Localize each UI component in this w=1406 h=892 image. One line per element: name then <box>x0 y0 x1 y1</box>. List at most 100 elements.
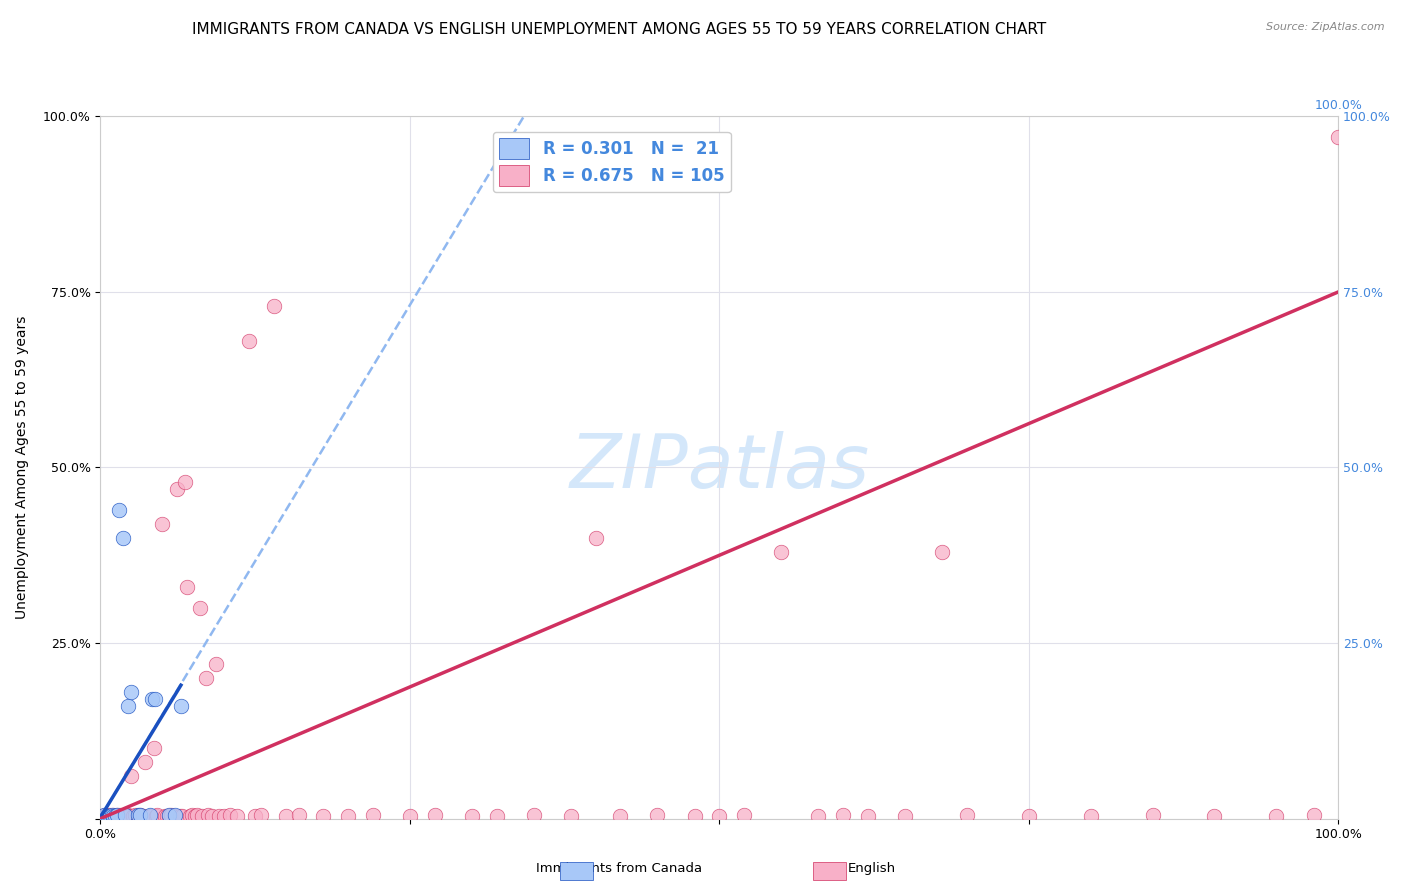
Point <box>709 809 731 823</box>
Point <box>104 809 127 823</box>
Point <box>111 809 134 823</box>
Point <box>931 545 953 559</box>
Point <box>1204 809 1226 823</box>
Text: Source: ZipAtlas.com: Source: ZipAtlas.com <box>1267 22 1385 32</box>
Point <box>219 808 242 822</box>
Point <box>176 580 198 594</box>
Point <box>157 808 180 822</box>
Point <box>103 809 125 823</box>
Point <box>181 808 204 822</box>
Point <box>101 809 124 823</box>
Point <box>141 692 163 706</box>
Point <box>1080 809 1102 823</box>
Point <box>1018 809 1040 823</box>
Point <box>117 699 139 714</box>
Point <box>276 809 298 823</box>
Point <box>683 809 706 823</box>
Point <box>112 808 135 822</box>
Point <box>856 809 879 823</box>
Point <box>238 334 260 348</box>
Point <box>145 809 167 823</box>
Point <box>105 808 128 822</box>
Text: English: English <box>848 863 896 875</box>
Point <box>157 809 180 823</box>
Point <box>96 809 118 823</box>
Point <box>191 809 214 823</box>
Point <box>173 475 195 489</box>
Point <box>107 809 129 823</box>
Point <box>160 808 183 822</box>
Point <box>204 657 226 672</box>
Point <box>1302 808 1324 822</box>
Text: IMMIGRANTS FROM CANADA VS ENGLISH UNEMPLOYMENT AMONG AGES 55 TO 59 YEARS CORRELA: IMMIGRANTS FROM CANADA VS ENGLISH UNEMPL… <box>191 22 1046 37</box>
Point <box>110 809 132 823</box>
Point <box>101 808 124 822</box>
Point <box>399 809 422 823</box>
Point <box>609 809 631 823</box>
Point <box>197 808 219 822</box>
Point <box>166 482 188 496</box>
Point <box>1142 808 1164 822</box>
Point <box>263 299 285 313</box>
Point <box>337 809 360 823</box>
Point <box>129 808 152 822</box>
Point <box>98 808 121 822</box>
Point <box>585 531 607 545</box>
Point <box>111 531 134 545</box>
Point <box>183 809 205 823</box>
Point <box>100 809 122 823</box>
Point <box>108 809 131 823</box>
Point <box>208 809 231 823</box>
Point <box>172 809 194 823</box>
Point <box>1327 130 1350 145</box>
Point <box>94 808 117 822</box>
Point <box>560 809 582 823</box>
Point <box>98 809 121 823</box>
Point <box>647 808 669 822</box>
Point <box>163 809 186 823</box>
Point <box>120 685 142 699</box>
Point <box>115 809 138 823</box>
Point <box>129 808 152 822</box>
Point <box>118 809 141 823</box>
Point <box>104 809 127 823</box>
Point <box>146 808 169 822</box>
Text: Immigrants from Canada: Immigrants from Canada <box>536 863 702 875</box>
Point <box>110 808 132 822</box>
Point <box>114 808 136 822</box>
Point <box>127 809 149 823</box>
Point <box>96 809 118 823</box>
Point <box>423 808 446 822</box>
Point <box>461 809 484 823</box>
Point <box>97 809 120 823</box>
Point <box>105 808 128 822</box>
Point <box>169 809 191 823</box>
Point <box>120 769 142 783</box>
Point <box>156 809 179 823</box>
Point <box>287 808 309 822</box>
Point <box>1265 809 1288 823</box>
Point <box>250 808 273 822</box>
Point <box>194 671 217 685</box>
Point <box>186 808 208 822</box>
Point <box>108 502 131 516</box>
Point <box>93 809 115 823</box>
Legend: R = 0.301   N =  21, R = 0.675   N = 105: R = 0.301 N = 21, R = 0.675 N = 105 <box>492 132 731 193</box>
Point <box>100 809 122 823</box>
Point <box>170 699 193 714</box>
Point <box>832 808 855 822</box>
Point <box>97 809 120 823</box>
Point <box>139 808 162 822</box>
Point <box>91 809 114 823</box>
Point <box>97 809 120 823</box>
Point <box>201 809 224 823</box>
Point <box>179 809 201 823</box>
Point <box>523 808 546 822</box>
Point <box>131 809 153 823</box>
Point <box>770 545 793 559</box>
Point <box>139 809 162 823</box>
Point <box>114 809 136 823</box>
Point <box>485 809 508 823</box>
Point <box>117 808 139 822</box>
Point <box>128 809 150 823</box>
